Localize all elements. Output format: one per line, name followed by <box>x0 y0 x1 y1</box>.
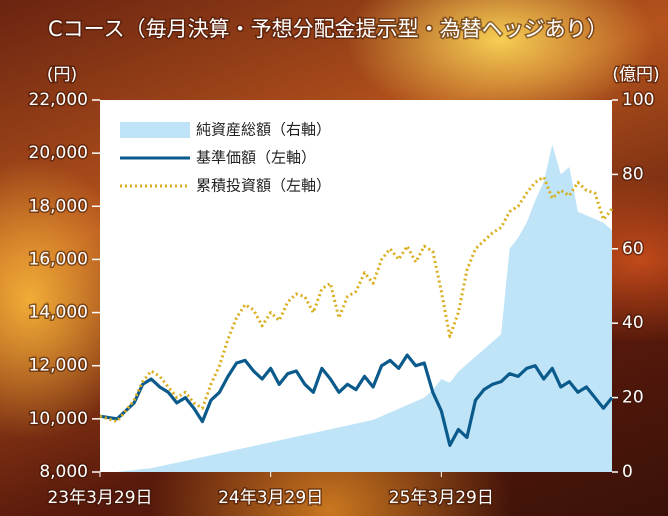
y-tick-label: 8,000 <box>39 462 88 482</box>
x-tick-label: 25年3月29日 <box>389 488 494 508</box>
y-tick-label: 12,000 <box>29 356 88 376</box>
y-tick-label: 10,000 <box>29 409 88 429</box>
y2-tick-label: 60 <box>622 239 644 259</box>
legend-label: 累積投資額（左軸） <box>196 177 331 195</box>
y2-tick-label: 100 <box>622 90 654 110</box>
y2-tick-label: 20 <box>622 388 644 408</box>
y-axis-label: (円) <box>47 65 77 85</box>
y-tick-label: 14,000 <box>29 303 88 323</box>
nav-line <box>99 353 614 448</box>
y2-axis-label: (億円) <box>612 65 659 85</box>
y2-tick-label: 80 <box>622 164 644 184</box>
x-tick-label: 23年3月29日 <box>47 488 152 508</box>
legend-label: 基準価額（左軸） <box>196 149 316 167</box>
y2-tick-label: 40 <box>622 313 644 333</box>
legend-label: 純資産総額（右軸） <box>196 121 331 139</box>
y-tick-label: 20,000 <box>29 143 88 163</box>
y-tick-label: 22,000 <box>29 90 88 110</box>
x-tick-label: 24年3月29日 <box>218 488 323 508</box>
chart-title: Cコース（毎月決算・予想分配金提示型・為替ヘッジあり） <box>48 17 608 41</box>
y-tick-label: 16,000 <box>29 249 88 269</box>
cumulative-line <box>99 175 614 424</box>
legend-swatch <box>120 122 190 138</box>
y-tick-label: 18,000 <box>29 196 88 216</box>
y2-tick-label: 0 <box>622 462 633 482</box>
